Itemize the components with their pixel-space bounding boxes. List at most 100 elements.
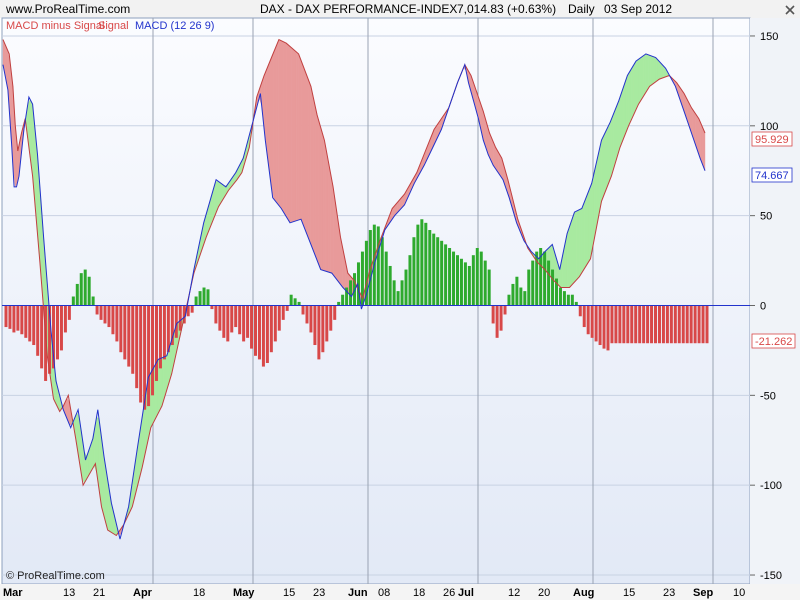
histogram-bar [673,305,677,344]
histogram-bar [119,305,123,353]
legend-histogram: MACD minus Signal [6,20,104,32]
x-tick-label: 13 [63,587,75,599]
site-link[interactable]: www.ProRealTime.com [5,2,130,16]
histogram-bar [642,305,646,344]
histogram-bar [614,305,618,344]
histogram-bar [257,305,261,360]
histogram-bar [67,305,71,320]
histogram-bar [487,269,491,306]
legend-macd: MACD (12 26 9) [135,20,214,32]
histogram-bar [539,247,543,306]
fill-segment-negative [271,51,275,200]
histogram-bar [186,305,190,317]
plot-series [2,38,750,540]
histogram-bar [83,269,87,306]
histogram-bar [515,276,519,306]
histogram-bar [408,255,412,306]
fill-segment-negative [318,119,321,270]
fill-segment-positive [650,55,654,86]
histogram-bar [455,255,459,306]
histogram-bar [551,269,555,306]
histogram-bar [356,262,360,306]
fill-segment-positive [638,57,642,105]
histogram-bar [388,265,392,306]
fill-segment-positive [581,202,585,274]
fill-segment-negative [330,173,334,276]
histogram-bar [436,237,440,306]
fill-segment-negative [288,44,292,223]
histogram-bar [535,251,539,306]
x-tick-label: Sep [693,587,713,599]
period-label: Daily [568,2,595,16]
fill-segment-positive [603,129,607,196]
histogram-bar [309,305,313,333]
histogram-bar [677,305,681,344]
histogram-bar [127,305,131,367]
histogram-bar [55,305,59,360]
x-tick-label: 12 [508,587,520,599]
fill-segment-positive [655,57,659,83]
histogram-bar [36,305,40,356]
fill-segment-positive [645,53,649,93]
histogram-bar [610,305,614,344]
histogram-bar [16,305,20,331]
histogram-bar [404,269,408,306]
close-icon[interactable] [785,5,795,15]
histogram-bar [190,305,194,313]
histogram-bar [626,305,630,344]
histogram-bar [479,251,483,306]
histogram-bar [230,305,234,333]
fill-segment-positive [616,100,619,160]
histogram-bar [669,305,673,344]
histogram-bar [285,305,289,311]
histogram-bar [321,305,325,353]
x-tick-label: May [233,587,255,599]
y-axis: 150 100 50 0 -50 -100 -150 [750,31,782,582]
histogram-bar [135,305,139,389]
histogram-bar [634,305,638,344]
fill-segment-negative [273,45,277,203]
histogram-bar [681,305,685,344]
histogram-bar [151,305,155,396]
x-tick-label: 08 [378,587,390,599]
fill-segment-negative [325,146,329,273]
histogram-bar [697,305,701,344]
histogram-bar [44,305,48,381]
histogram-bar [345,287,349,306]
histogram-bar [519,287,523,306]
histogram-bar [650,305,654,344]
copyright-label: © ProRealTime.com [6,570,105,582]
last-value-histogram-tag: -21.262 [751,333,796,349]
histogram-bar [341,294,345,306]
histogram-bar [543,251,547,306]
histogram-bar [277,305,281,331]
fill-segment-negative [286,42,289,222]
histogram-bar [115,305,119,342]
histogram-bar [329,305,333,331]
histogram-bar [590,305,594,338]
fill-segment-positive [584,195,587,270]
histogram-bar [661,305,665,344]
histogram-bar [166,305,170,353]
histogram-bar [412,237,416,306]
histogram-bar [131,305,135,374]
fill-segment-positive [635,58,639,110]
x-axis-panel [0,584,800,600]
histogram-bar [143,305,147,410]
histogram-bar [63,305,67,333]
histogram-bar [459,258,463,306]
histogram-bar [547,260,551,306]
histogram-bar [87,276,91,306]
histogram-bar [99,305,103,320]
histogram-bar [622,305,626,344]
histogram-bar [594,305,598,342]
histogram-bar [301,305,305,315]
histogram-bar [432,233,436,306]
histogram-bar [174,305,178,338]
histogram-bar [293,298,297,306]
instrument-quote: 7,014.83 (+0.63%) [457,2,556,16]
fill-segment-positive [643,53,647,97]
y-tick-label: -150 [760,570,782,582]
header-bar [0,0,800,18]
